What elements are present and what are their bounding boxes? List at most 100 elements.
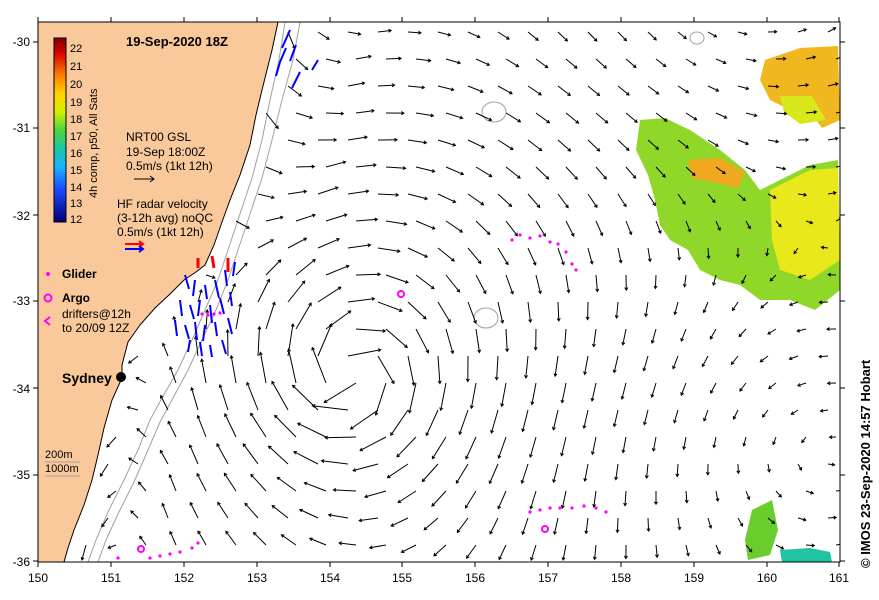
current-arrowhead bbox=[169, 366, 173, 371]
current-arrowhead bbox=[546, 119, 551, 124]
current-arrowhead bbox=[290, 323, 295, 327]
glider-label: Glider bbox=[62, 267, 97, 281]
hf-vector bbox=[289, 44, 297, 62]
hf-vector bbox=[210, 255, 216, 269]
x-tick-label: 159 bbox=[684, 571, 704, 585]
current-arrow bbox=[390, 517, 409, 527]
current-arrowhead bbox=[562, 345, 567, 350]
current-arrowhead bbox=[564, 37, 569, 42]
argo-symbol bbox=[43, 293, 53, 303]
current-arrow bbox=[385, 57, 402, 60]
hf-legend-line: (3-12h avg) noQC bbox=[117, 211, 213, 225]
current-arrow bbox=[415, 58, 431, 62]
current-arrowhead bbox=[775, 139, 780, 144]
current-arrow bbox=[557, 193, 569, 208]
current-arrow bbox=[709, 328, 717, 340]
current-arrowhead bbox=[477, 260, 482, 265]
current-arrowhead bbox=[205, 309, 210, 313]
current-arrowhead bbox=[778, 493, 782, 498]
current-arrowhead bbox=[500, 403, 505, 408]
current-arrowhead bbox=[460, 171, 465, 176]
current-arrow bbox=[497, 490, 507, 509]
current-arrow bbox=[715, 58, 726, 64]
current-arrow bbox=[789, 301, 799, 306]
current-arrow bbox=[827, 83, 839, 87]
current-arrow bbox=[591, 436, 597, 455]
hf-vector bbox=[232, 261, 236, 277]
current-arrow bbox=[587, 193, 598, 208]
current-arrowhead bbox=[396, 453, 401, 458]
glider-symbol bbox=[46, 272, 50, 276]
current-arrowhead bbox=[270, 195, 275, 200]
current-arrow bbox=[128, 355, 139, 364]
current-arrowhead bbox=[567, 148, 572, 152]
x-tick-label: 155 bbox=[392, 571, 412, 585]
current-arrow bbox=[625, 220, 632, 235]
current-arrowhead bbox=[818, 300, 823, 305]
current-arrow bbox=[835, 218, 840, 222]
current-arrowhead bbox=[621, 449, 626, 454]
current-arrow bbox=[407, 31, 422, 34]
current-arrowhead bbox=[842, 543, 845, 546]
current-arrow bbox=[347, 349, 381, 357]
current-arrow bbox=[217, 502, 229, 519]
current-arrow bbox=[421, 463, 439, 482]
current-arrowhead bbox=[834, 136, 839, 141]
current-arrowhead bbox=[788, 356, 793, 361]
current-arrowhead bbox=[479, 89, 484, 93]
current-arrow bbox=[565, 274, 570, 293]
x-tick-label: 160 bbox=[757, 571, 777, 585]
current-arrow bbox=[431, 490, 447, 507]
current-arrowhead bbox=[477, 349, 482, 354]
current-arrowhead bbox=[803, 28, 808, 32]
current-arrowhead bbox=[267, 445, 272, 450]
current-arrowhead bbox=[342, 160, 347, 165]
current-arrow bbox=[299, 509, 319, 519]
current-arrowhead bbox=[769, 277, 774, 282]
current-arrowhead bbox=[599, 232, 604, 237]
current-arrow bbox=[701, 355, 709, 367]
current-arrow bbox=[397, 490, 417, 503]
current-arrow bbox=[767, 85, 779, 88]
current-arrowhead bbox=[431, 455, 436, 460]
current-arrow bbox=[235, 262, 248, 276]
current-arrow bbox=[257, 239, 274, 249]
current-arrow bbox=[304, 482, 327, 492]
current-arrowhead bbox=[739, 387, 743, 392]
current-arrowhead bbox=[450, 350, 455, 355]
current-arrowhead bbox=[439, 407, 444, 412]
depth-legend-1000m: 1000m bbox=[45, 463, 79, 475]
current-arrowhead bbox=[311, 164, 316, 169]
depth-legend: 200m 1000m bbox=[45, 449, 80, 477]
current-arrow bbox=[407, 355, 415, 386]
current-arrowhead bbox=[340, 111, 345, 116]
current-arrow bbox=[712, 274, 717, 286]
current-arrow bbox=[295, 112, 313, 119]
current-arrow bbox=[253, 532, 267, 546]
current-arrow bbox=[617, 139, 630, 151]
current-arrowhead bbox=[712, 282, 716, 287]
current-arrowhead bbox=[632, 64, 637, 69]
current-arrow bbox=[762, 409, 769, 418]
current-arrow bbox=[408, 382, 417, 413]
current-arrowhead bbox=[423, 526, 428, 531]
current-arrowhead bbox=[596, 92, 601, 97]
current-arrowhead bbox=[128, 457, 132, 462]
current-arrowhead bbox=[644, 313, 648, 318]
current-arrow bbox=[766, 247, 769, 256]
current-arrowhead bbox=[745, 141, 750, 146]
australia-land bbox=[38, 22, 279, 562]
current-arrow bbox=[445, 166, 464, 175]
current-arrowhead bbox=[655, 554, 659, 559]
hf-vector bbox=[229, 291, 233, 307]
current-arrow bbox=[415, 328, 429, 353]
current-arrowhead bbox=[574, 176, 578, 180]
current-arrowhead bbox=[367, 243, 372, 248]
current-arrow bbox=[593, 490, 597, 508]
current-arrowhead bbox=[528, 319, 533, 324]
current-arrowhead bbox=[530, 401, 535, 406]
current-arrowhead bbox=[252, 531, 257, 536]
current-arrowhead bbox=[271, 301, 276, 306]
current-arrowhead bbox=[465, 455, 469, 460]
current-arrowhead bbox=[663, 118, 668, 122]
